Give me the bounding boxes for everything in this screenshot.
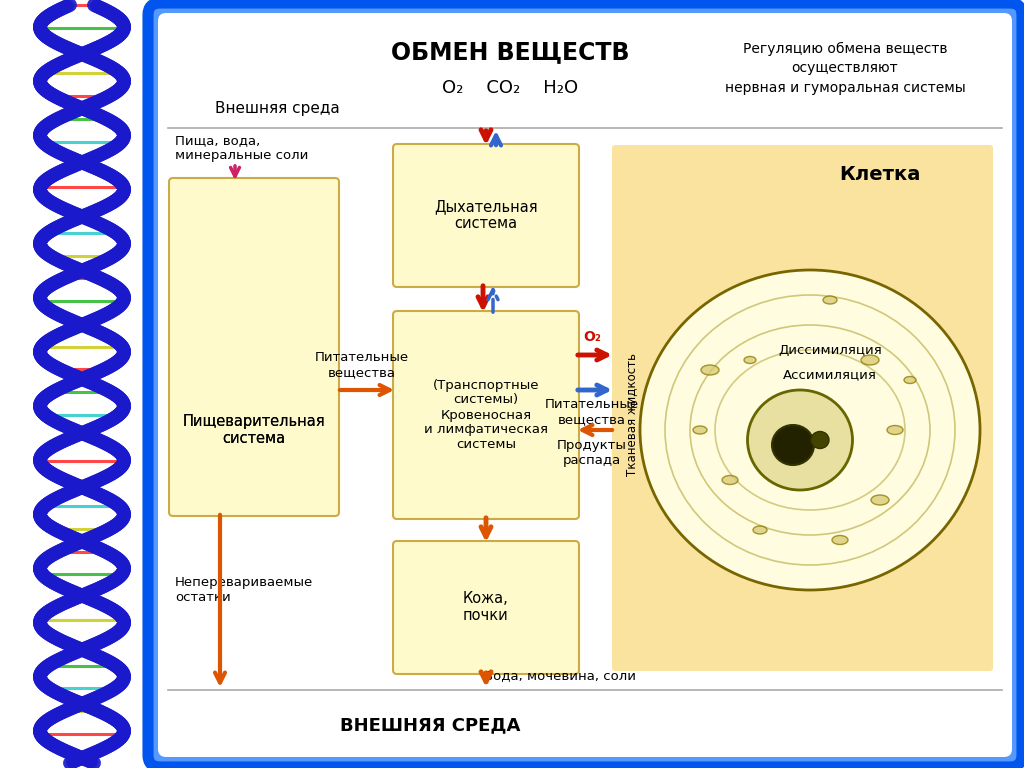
Text: Пищеварительная
система: Пищеварительная система — [182, 414, 326, 446]
Text: ВНЕШНЯЯ СРЕДА: ВНЕШНЯЯ СРЕДА — [340, 716, 520, 734]
FancyBboxPatch shape — [158, 13, 1012, 757]
Ellipse shape — [701, 365, 719, 375]
Ellipse shape — [831, 535, 848, 545]
Text: Продукты
распада: Продукты распада — [557, 439, 627, 467]
Text: Внешняя среда: Внешняя среда — [215, 101, 340, 115]
Text: Пища, вода,
минеральные соли: Пища, вода, минеральные соли — [175, 134, 308, 162]
Text: (Транспортные
системы)
Кровеносная
и лимфатическая
системы: (Транспортные системы) Кровеносная и лим… — [424, 379, 548, 452]
Ellipse shape — [693, 426, 707, 434]
FancyBboxPatch shape — [148, 3, 1022, 767]
Text: Кожа,
почки: Кожа, почки — [463, 591, 509, 623]
Text: Питательные
вещества: Питательные вещества — [545, 398, 639, 426]
Ellipse shape — [861, 355, 879, 365]
Ellipse shape — [722, 475, 738, 485]
Text: O₂    CO₂    H₂O: O₂ CO₂ H₂O — [442, 79, 579, 97]
FancyBboxPatch shape — [397, 315, 575, 515]
FancyBboxPatch shape — [393, 311, 579, 519]
FancyBboxPatch shape — [173, 182, 335, 512]
Ellipse shape — [772, 425, 814, 465]
Text: Тканевая жидкость: Тканевая жидкость — [626, 353, 639, 476]
Ellipse shape — [871, 495, 889, 505]
FancyBboxPatch shape — [612, 145, 993, 671]
Ellipse shape — [748, 390, 853, 490]
Ellipse shape — [823, 296, 837, 304]
Ellipse shape — [640, 270, 980, 590]
Text: Пищеварительная
система: Пищеварительная система — [182, 414, 326, 446]
Text: O₂: O₂ — [583, 330, 601, 344]
Text: Диссимиляция: Диссимиляция — [778, 343, 882, 356]
Ellipse shape — [887, 425, 903, 435]
FancyBboxPatch shape — [393, 144, 579, 287]
FancyBboxPatch shape — [169, 178, 339, 516]
Text: Питательные
вещества: Питательные вещества — [315, 351, 409, 379]
Text: Регуляцию обмена веществ
осуществляют
нервная и гуморальная системы: Регуляцию обмена веществ осуществляют не… — [725, 41, 966, 94]
Ellipse shape — [904, 376, 916, 383]
Text: Неперевариваемые
остатки: Неперевариваемые остатки — [175, 576, 313, 604]
Ellipse shape — [744, 356, 756, 363]
FancyBboxPatch shape — [393, 541, 579, 674]
FancyBboxPatch shape — [397, 545, 575, 670]
Ellipse shape — [811, 432, 829, 449]
Ellipse shape — [753, 526, 767, 534]
Text: ОБМЕН ВЕЩЕСТВ: ОБМЕН ВЕЩЕСТВ — [391, 40, 630, 64]
Text: Ассимиляция: Ассимиляция — [783, 369, 877, 382]
Text: Дыхательная
система: Дыхательная система — [434, 199, 538, 231]
Text: Вода, мочевина, соли: Вода, мочевина, соли — [484, 670, 636, 683]
FancyBboxPatch shape — [397, 148, 575, 283]
Text: Клетка: Клетка — [840, 165, 921, 184]
